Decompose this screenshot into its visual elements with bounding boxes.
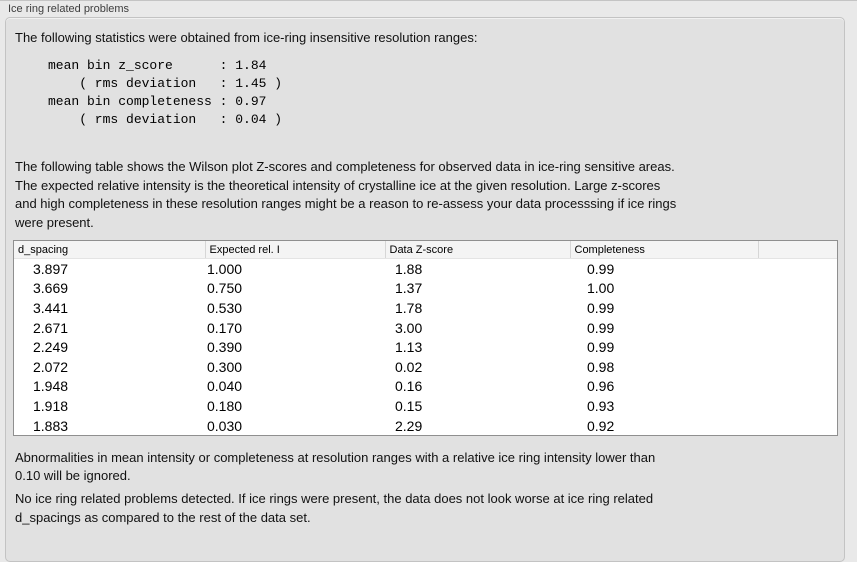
cell-expected-rel-i: 0.750 <box>205 278 385 299</box>
cell-data-z-score: 3.00 <box>385 317 570 338</box>
table-row[interactable]: 2.671 0.170 3.00 0.99 <box>14 317 837 338</box>
cell-data-z-score: 0.16 <box>385 376 570 397</box>
cell-completeness: 0.99 <box>570 298 758 318</box>
cell-completeness: 0.96 <box>570 376 758 397</box>
cell-expected-rel-i: 0.300 <box>205 356 385 377</box>
table-row[interactable]: 2.072 0.300 0.02 0.98 <box>14 356 837 377</box>
cell-expected-rel-i: 0.030 <box>205 415 385 436</box>
cell-expected-rel-i: 1.000 <box>205 258 385 279</box>
cell-data-z-score: 1.78 <box>385 298 570 318</box>
cell-d-spacing: 3.669 <box>14 278 205 299</box>
cell-expected-rel-i: 0.530 <box>205 298 385 318</box>
cell-expected-rel-i: 0.040 <box>205 376 385 397</box>
cell-empty <box>758 317 837 338</box>
cell-data-z-score: 0.15 <box>385 396 570 416</box>
stats-intro-text: The following statistics were obtained f… <box>15 30 478 45</box>
col-header-empty <box>758 241 837 259</box>
col-header-expected-rel-i: Expected rel. I <box>205 241 386 259</box>
cell-expected-rel-i: 0.390 <box>205 337 385 357</box>
col-header-completeness: Completeness <box>570 241 759 259</box>
cell-d-spacing: 2.249 <box>14 337 205 357</box>
col-header-d-spacing: d_spacing <box>14 241 206 259</box>
cell-d-spacing: 2.671 <box>14 317 205 338</box>
cell-completeness: 0.99 <box>570 337 758 357</box>
cell-completeness: 0.98 <box>570 356 758 377</box>
cell-d-spacing: 2.072 <box>14 356 205 377</box>
cell-empty <box>758 396 837 416</box>
cell-empty <box>758 415 837 436</box>
cell-data-z-score: 2.29 <box>385 415 570 436</box>
cell-expected-rel-i: 0.170 <box>205 317 385 338</box>
table-row[interactable]: 3.441 0.530 1.78 0.99 <box>14 298 837 318</box>
table-row[interactable]: 1.948 0.040 0.16 0.96 <box>14 376 837 397</box>
cell-d-spacing: 3.897 <box>14 258 205 279</box>
window-top-divider <box>0 0 857 1</box>
cell-data-z-score: 0.02 <box>385 356 570 377</box>
cell-d-spacing: 1.948 <box>14 376 205 397</box>
col-header-data-z-score: Data Z-score <box>385 241 571 259</box>
cell-expected-rel-i: 0.180 <box>205 396 385 416</box>
cell-d-spacing: 1.883 <box>14 415 205 436</box>
cell-empty <box>758 376 837 397</box>
table-row[interactable]: 3.669 0.750 1.37 1.00 <box>14 278 837 299</box>
cell-completeness: 1.00 <box>570 278 758 299</box>
cell-completeness: 0.99 <box>570 317 758 338</box>
table-row[interactable]: 2.249 0.390 1.13 0.99 <box>14 337 837 357</box>
cell-completeness: 0.92 <box>570 415 758 436</box>
cell-empty <box>758 278 837 299</box>
cell-data-z-score: 1.88 <box>385 258 570 279</box>
cell-d-spacing: 3.441 <box>14 298 205 318</box>
cell-completeness: 0.93 <box>570 396 758 416</box>
conclusion-text: No ice ring related problems detected. I… <box>15 491 654 525</box>
cell-empty <box>758 298 837 318</box>
cell-empty <box>758 356 837 377</box>
table-row[interactable]: 1.918 0.180 0.15 0.93 <box>14 396 837 416</box>
cell-data-z-score: 1.13 <box>385 337 570 357</box>
cell-empty <box>758 258 837 279</box>
ice-ring-data-table: d_spacing Expected rel. I Data Z-score C… <box>14 241 837 436</box>
stats-summary-block: mean bin z_score : 1.84 ( rms deviation … <box>48 58 283 127</box>
table-row[interactable]: 1.883 0.030 2.29 0.92 <box>14 415 837 436</box>
ice-ring-table: d_spacing Expected rel. I Data Z-score C… <box>13 240 838 437</box>
table-description-text: The following table shows the Wilson plo… <box>15 159 677 230</box>
cell-empty <box>758 337 837 357</box>
cell-completeness: 0.99 <box>570 258 758 279</box>
cell-data-z-score: 1.37 <box>385 278 570 299</box>
cell-d-spacing: 1.918 <box>14 396 205 416</box>
table-row[interactable]: 3.897 1.000 1.88 0.99 <box>14 258 837 279</box>
panel-title: Ice ring related problems <box>8 3 130 15</box>
ignore-threshold-note: Abnormalities in mean intensity or compl… <box>15 450 656 483</box>
table-header-row: d_spacing Expected rel. I Data Z-score C… <box>14 241 837 259</box>
